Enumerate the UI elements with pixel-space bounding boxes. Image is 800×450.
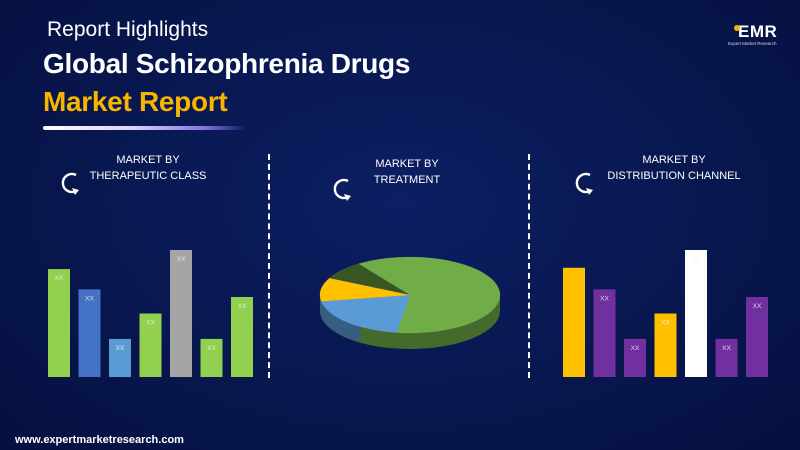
- pie-side: [320, 295, 500, 349]
- caption-line: MARKET BY: [375, 158, 439, 170]
- section-caption-distribution: MARKET BY DISTRIBUTION CHANNEL: [600, 152, 748, 184]
- bar: [624, 338, 646, 377]
- bar-value-label: XX: [722, 345, 731, 352]
- emr-logo: EMR Expert Market Research: [728, 22, 783, 52]
- footer-url[interactable]: www.expertmarketresearch.com: [15, 434, 184, 446]
- bar: [715, 338, 738, 377]
- section-divider: [528, 154, 530, 378]
- bar-value-label: XX: [692, 256, 701, 263]
- pie-slice: [328, 263, 411, 296]
- bar: [593, 289, 616, 377]
- bar-value-label: XX: [177, 256, 186, 263]
- circular-arrow-icon: [58, 170, 84, 196]
- circular-arrow-icon: [572, 170, 598, 196]
- pie-slice: [319, 277, 411, 302]
- therapeutic-class-bar-chart: XX XX XX XX XX XX XX: [48, 250, 253, 377]
- bar-value-label: XX: [238, 303, 247, 310]
- bar: [78, 289, 101, 377]
- bar: [170, 250, 192, 377]
- bar: [200, 338, 223, 377]
- logo-tagline: Expert Market Research: [728, 41, 777, 46]
- bar: [685, 250, 707, 377]
- report-kicker: Report Highlights: [47, 18, 209, 41]
- circular-arrow-icon: [330, 176, 356, 202]
- bar: [563, 267, 585, 377]
- logo-text: EMR: [738, 22, 778, 41]
- bar: [231, 296, 253, 377]
- distribution-channel-bar-chart: XX XX XX XX XX XX: [563, 250, 768, 377]
- bar-value-label: XX: [146, 320, 155, 327]
- bar: [48, 269, 70, 377]
- bar-value-label: XX: [661, 320, 670, 327]
- section-caption-therapeutic: MARKET BY THERAPEUTIC CLASS: [86, 152, 210, 184]
- bar: [109, 338, 131, 377]
- treatment-pie-chart: [319, 256, 501, 349]
- bar-value-label: XX: [85, 295, 94, 302]
- bar-value-label: XX: [55, 275, 64, 282]
- bar: [139, 313, 162, 377]
- bar-value-label: XX: [116, 345, 125, 352]
- bar: [746, 296, 768, 377]
- bar-value-label: XX: [600, 295, 609, 302]
- section-divider: [268, 154, 270, 378]
- pie-slice: [358, 256, 501, 334]
- bar: [654, 313, 677, 377]
- title-underline: [43, 126, 247, 130]
- report-title: Global Schizophrenia Drugs: [43, 48, 411, 79]
- caption-line: MARKET BY: [642, 154, 706, 166]
- logo-dot: [734, 25, 740, 31]
- caption-line: MARKET BY: [116, 154, 180, 166]
- pie-slice: [320, 294, 411, 333]
- bar-value-label: XX: [753, 303, 762, 310]
- report-subtitle: Market Report: [43, 86, 228, 117]
- bar-value-label: XX: [207, 345, 216, 352]
- caption-line: THERAPEUTIC CLASS: [89, 170, 207, 182]
- caption-line: DISTRIBUTION CHANNEL: [607, 170, 741, 182]
- caption-line: TREATMENT: [373, 174, 441, 186]
- bar-value-label: XX: [631, 345, 640, 352]
- pie-side: [320, 295, 361, 343]
- section-caption-treatment: MARKET BY TREATMENT: [360, 156, 454, 188]
